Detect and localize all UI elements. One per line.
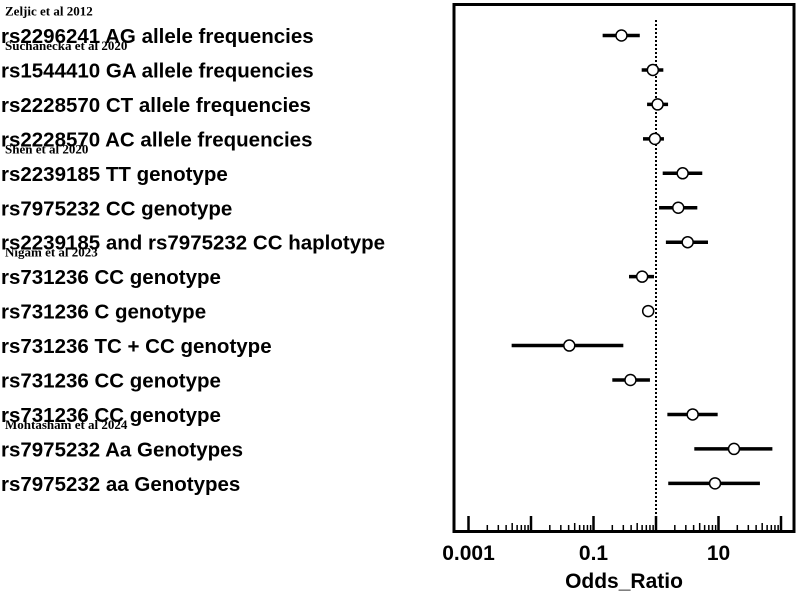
forest-row-marker <box>647 98 669 111</box>
forest-row-marker <box>659 201 698 214</box>
row-label: rs731236 CC genotype <box>1 404 221 427</box>
row-label: rs7975232 aa Genotypes <box>1 473 240 496</box>
odds-ratio-point-icon <box>672 201 685 214</box>
study-label: Shen et al 2020 <box>5 141 88 156</box>
forest-row-marker <box>643 132 664 146</box>
forest-row-marker <box>662 167 703 180</box>
row-label: rs7975232 Aa Genotypes <box>1 438 243 461</box>
odds-ratio-point-icon <box>641 304 655 318</box>
odds-ratio-point-icon <box>676 167 689 180</box>
forest-row-marker <box>694 442 773 456</box>
odds-ratio-point-icon <box>635 270 649 283</box>
row-label: rs2239185 and rs7975232 CC haplotype <box>1 232 385 255</box>
study-label: Nigam et al 2023 <box>5 245 98 260</box>
study-label: Mohtasham et al 2024 <box>5 417 128 432</box>
odds-ratio-point-icon <box>681 235 694 249</box>
forest-row-marker <box>667 408 718 421</box>
odds-ratio-point-icon <box>708 477 722 490</box>
study-label: Zeljic et al 2012 <box>5 4 93 19</box>
forest-row-marker <box>511 339 624 352</box>
forest-row-marker <box>612 373 650 387</box>
forest-row-marker <box>602 29 640 42</box>
row-label: rs2239185 TT genotype <box>1 163 228 186</box>
row-label: rs731236 CC genotype <box>1 370 221 393</box>
study-label: Suchanecka et al 2020 <box>5 38 127 53</box>
row-label: rs2228570 AC allele frequencies <box>1 128 312 151</box>
row-label: rs2228570 CT allele frequencies <box>1 94 311 117</box>
plot-frame <box>452 3 796 533</box>
row-label: rs731236 CC genotype <box>1 266 221 289</box>
forest-row-marker <box>641 63 664 77</box>
x-axis-ticks: 0.001 0.1 10 <box>442 516 783 565</box>
study-labels: Zeljic et al 2012 Suchanecka et al 2020 Sh… <box>5 4 128 432</box>
row-label: rs7975232 CC genotype <box>1 197 232 220</box>
row-label: rs1544410 GA allele frequencies <box>1 59 314 82</box>
odds-ratio-point-icon <box>727 442 741 456</box>
row-labels: rs2296241 AG allele frequencies rs1544410… <box>1 25 385 496</box>
odds-ratio-point-icon <box>686 408 699 421</box>
odds-ratio-point-icon <box>615 29 628 42</box>
row-label: rs731236 C genotype <box>1 301 206 324</box>
forest-row-marker <box>668 477 760 490</box>
odds-ratio-point-icon <box>624 373 637 387</box>
data-points <box>511 29 773 490</box>
x-tick-label: 0.001 <box>442 542 495 565</box>
odds-ratio-point-icon <box>648 132 662 146</box>
odds-ratio-point-icon <box>651 98 664 111</box>
odds-ratio-point-icon <box>646 63 660 77</box>
forest-row-marker <box>641 304 655 318</box>
row-label: rs2296241 AG allele frequencies <box>1 25 314 48</box>
forest-row-marker <box>629 270 655 283</box>
odds-ratio-point-icon <box>563 339 576 352</box>
row-label: rs731236 TC + CC genotype <box>1 335 272 358</box>
x-axis-title: Odds_Ratio <box>565 570 683 593</box>
forest-row-marker <box>665 235 708 249</box>
x-tick-label: 0.1 <box>579 542 609 565</box>
x-tick-label: 10 <box>707 542 730 565</box>
